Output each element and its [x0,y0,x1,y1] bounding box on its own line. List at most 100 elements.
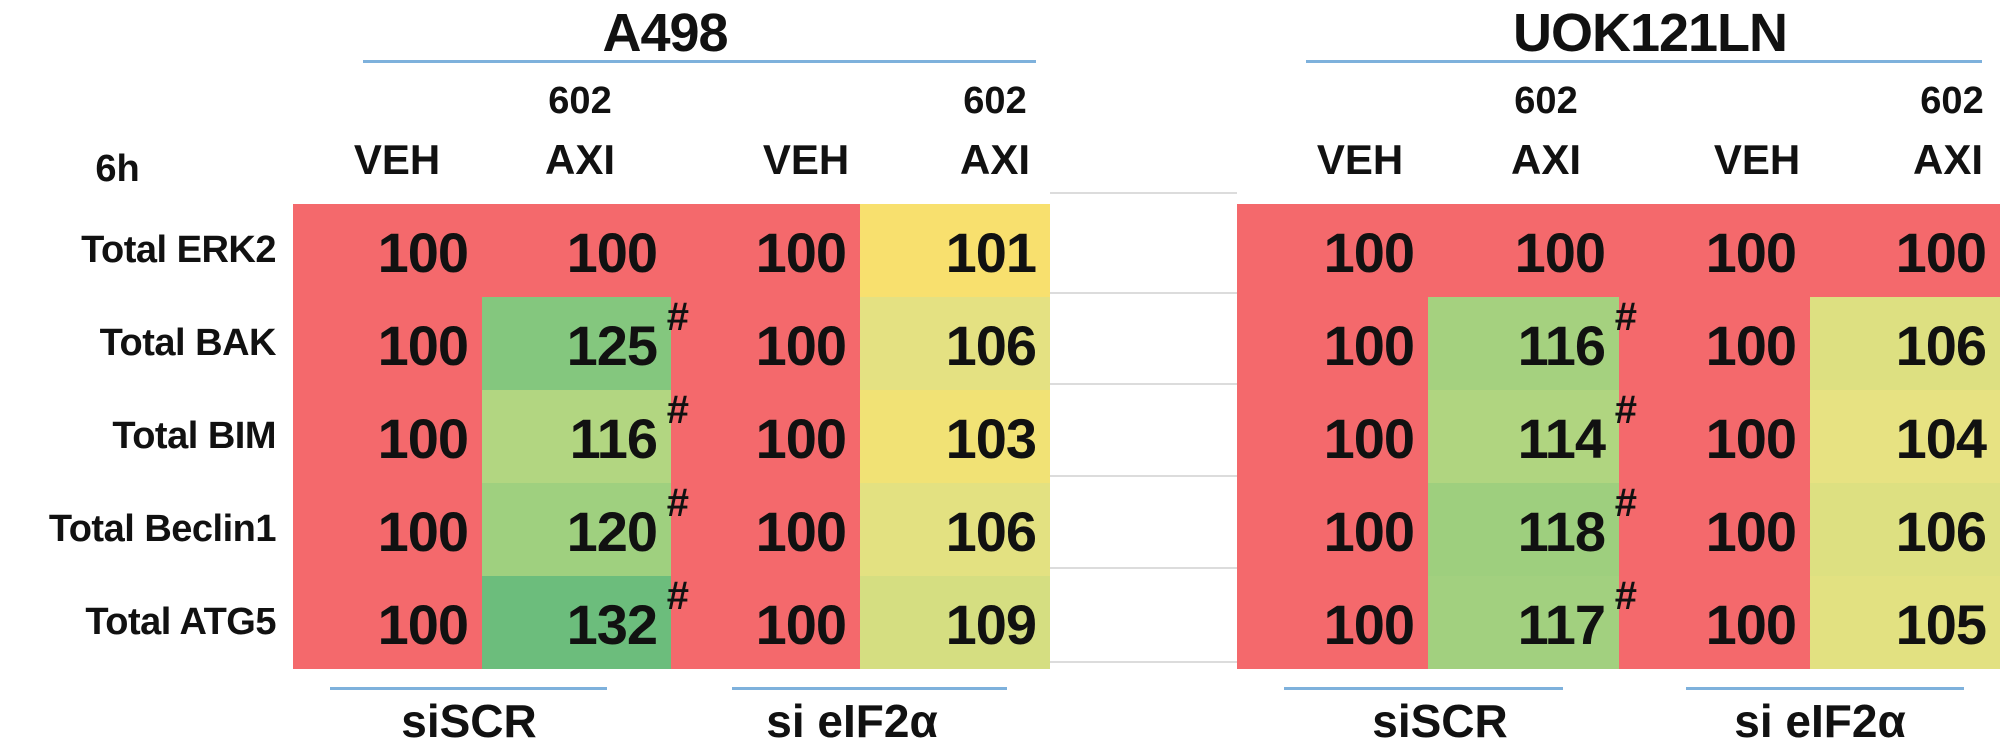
cell-value: 100 [1323,314,1415,377]
cell-value: 114 [1517,407,1606,470]
heatmap-cell: 117 # [1428,576,1637,669]
cell-value: 106 [945,314,1037,377]
heatmap-cell: 100 [293,390,482,483]
sirna-group-label-sieif2a: si eIF2α [1734,695,1906,747]
heatmap-cell: 100 [1619,483,1810,576]
heatmap-cell: 106 [860,483,1050,576]
cell-value: 106 [945,500,1037,563]
cell-value: 100 [755,221,847,284]
title-underline [1306,60,1982,63]
significance-hash: # [666,388,689,432]
cell-value: 100 [1705,500,1797,563]
heatmap-cell: 100 [482,204,671,297]
sirna-group-underline [1284,687,1563,690]
protein-row-label: Total ERK2 [81,229,276,271]
heatmap-cell: 114 # [1428,390,1637,483]
heatmap-cell: 100 [1237,297,1428,390]
heatmap-cell: 101 [860,204,1050,297]
heatmap-cell: 100 [1619,576,1810,669]
significance-hash: # [1614,388,1637,432]
heatmap-cell: 118 # [1428,483,1637,576]
cell-value: 106 [1895,314,1987,377]
cell-value: 116 [1517,314,1606,377]
heatmap-cell: 103 [860,390,1050,483]
heatmap-cell: 100 [1619,297,1810,390]
timepoint-label: 6h [95,148,140,190]
cell-value: 100 [1895,221,1987,284]
protein-row-label: Total ATG5 [85,601,276,643]
heatmap-cell: 100 [293,297,482,390]
heatmap-cell: 100 [671,576,860,669]
protein-row-label: Total BIM [112,415,276,457]
title-underline [363,60,1036,63]
cell-value: 100 [377,314,469,377]
cell-value: 100 [1514,221,1606,284]
treatment-header: AXI [959,136,1030,183]
sirna-group-label-siscr: siSCR [1372,695,1508,747]
drug-header-602: 602 [1514,80,1578,122]
heatmap-cell: 100 [1237,483,1428,576]
cell-value: 125 [566,314,658,377]
treatment-header: VEH [1713,136,1801,183]
heatmap-cell: 100 [1428,204,1619,297]
spacer-gridline [1050,383,1237,385]
heatmap-cell: 100 [1237,390,1428,483]
heatmap-cell: 100 [1237,576,1428,669]
cell-value: 100 [755,407,847,470]
heatmap-cell: 132 # [482,576,689,669]
heatmap-cell: 100 [671,297,860,390]
cell-value: 132 [566,593,658,656]
cell-value: 117 [1517,593,1606,656]
treatment-header: VEH [1316,136,1404,183]
cell-value: 100 [566,221,658,284]
cell-value: 100 [1323,407,1415,470]
cell-value: 100 [1705,593,1797,656]
cell-value: 100 [377,221,469,284]
heatmap-cell: 100 [1810,204,2000,297]
heatmap-cell: 105 [1810,576,2000,669]
cell-value: 118 [1517,500,1606,563]
heatmap-cell: 106 [1810,483,2000,576]
sirna-group-label-siscr: siSCR [401,695,537,747]
cell-value: 100 [755,593,847,656]
treatment-header: VEH [762,136,850,183]
cell-value: 104 [1895,407,1987,470]
heatmap-cell: 100 [671,390,860,483]
cell-line-title: A498 [602,3,728,63]
cell-value: 100 [1705,407,1797,470]
cell-value: 103 [945,407,1037,470]
spacer-gridline [1050,475,1237,477]
spacer-gridline [1050,192,1237,194]
sirna-group-underline [1686,687,1964,690]
protein-row-label: Total BAK [99,322,277,364]
significance-hash: # [1614,295,1637,339]
sirna-group-underline [330,687,607,690]
significance-hash: # [666,574,689,618]
heatmap-cell: 125 # [482,297,689,390]
heatmap-cell: 106 [1810,297,2000,390]
heatmap-cell: 100 [1237,204,1428,297]
spacer-gridline [1050,292,1237,294]
significance-hash: # [666,481,689,525]
drug-header-602: 602 [1920,80,1984,122]
heatmap-cell: 116 # [1428,297,1637,390]
significance-hash: # [1614,481,1637,525]
treatment-header: AXI [1510,136,1581,183]
heatmap-cell: 100 [671,483,860,576]
protein-row-label: Total Beclin1 [48,508,277,550]
heatmap-cell: 100 [1619,390,1810,483]
cell-value: 109 [945,593,1037,656]
cell-value: 116 [569,407,658,470]
cell-value: 100 [377,593,469,656]
heatmap-cell: 100 [1619,204,1810,297]
cell-line-title: UOK121LN [1512,3,1788,63]
heatmap-cell: 116 # [482,390,689,483]
treatment-header: AXI [544,136,615,183]
heatmap-cell: 104 [1810,390,2000,483]
cell-value: 100 [1323,221,1415,284]
spacer-gridline [1050,567,1237,569]
cell-value: 120 [566,500,658,563]
significance-hash: # [1614,574,1637,618]
cell-value: 100 [1323,593,1415,656]
